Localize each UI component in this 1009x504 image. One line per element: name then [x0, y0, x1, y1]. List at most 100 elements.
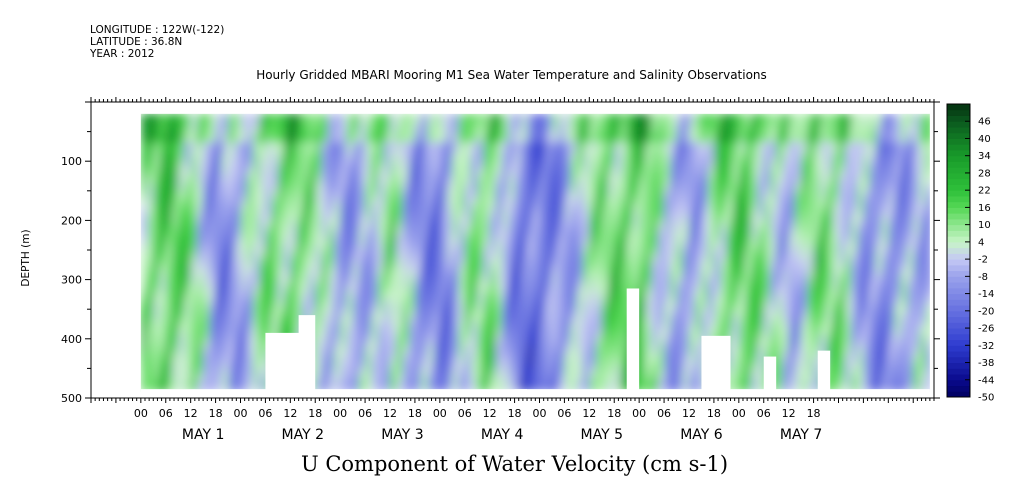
heatmap-cell — [620, 128, 628, 137]
heatmap-cell — [907, 348, 915, 357]
heatmap-cell — [377, 248, 385, 257]
heatmap-cell — [184, 206, 192, 215]
heatmap-cell — [857, 142, 865, 151]
heatmap-cell — [265, 206, 273, 215]
heatmap-cell — [632, 199, 641, 208]
heatmap-cell — [389, 248, 398, 257]
heatmap-cell — [757, 376, 765, 385]
heatmap-cell — [171, 135, 180, 144]
heatmap-cell — [707, 319, 715, 328]
heatmap-cell — [900, 305, 909, 314]
heatmap-cell — [888, 120, 896, 130]
heatmap-cell — [427, 170, 435, 179]
heatmap-cell — [215, 213, 223, 222]
heatmap-cell — [489, 220, 497, 229]
heatmap-cell — [365, 284, 373, 293]
heatmap-cell — [502, 206, 510, 215]
heatmap-cell — [539, 255, 547, 265]
heatmap-cell — [240, 319, 248, 328]
heatmap-cell — [483, 348, 491, 357]
heatmap-cell — [340, 270, 348, 279]
heatmap-cell — [688, 284, 697, 293]
heatmap-cell — [632, 227, 641, 236]
heatmap-cell — [284, 291, 292, 300]
heatmap-cell — [869, 305, 877, 314]
heatmap-cell — [551, 227, 560, 236]
heatmap-cell — [626, 277, 634, 286]
heatmap-cell — [676, 362, 684, 371]
heatmap-cell — [832, 298, 840, 307]
heatmap-cell — [763, 248, 771, 257]
heatmap-cell — [539, 291, 547, 300]
heatmap-cell — [321, 128, 329, 137]
heatmap-cell — [346, 326, 354, 336]
heatmap-cell — [190, 334, 198, 343]
heatmap-cell — [745, 362, 753, 371]
heatmap-cell — [794, 199, 803, 208]
heatmap-cell — [857, 319, 865, 328]
heatmap-cell — [558, 326, 566, 336]
heatmap-cell — [171, 170, 180, 179]
heatmap-cell — [807, 142, 815, 151]
heatmap-cell — [558, 128, 566, 137]
heatmap-cell — [514, 142, 522, 151]
heatmap-cell — [713, 135, 722, 144]
heatmap-cell — [614, 170, 622, 179]
heatmap-cell — [221, 213, 230, 222]
heatmap-cell — [452, 284, 460, 293]
heatmap-cell — [333, 113, 342, 122]
heatmap-cell — [664, 163, 672, 172]
heatmap-cell — [333, 319, 342, 328]
heatmap-cell — [676, 163, 684, 172]
heatmap-cell — [508, 326, 516, 336]
heatmap-cell — [240, 263, 248, 272]
heatmap-cell — [838, 220, 846, 229]
heatmap-cell — [857, 348, 865, 357]
heatmap-cell — [140, 284, 149, 293]
heatmap-cell — [844, 213, 852, 222]
heatmap-cell — [919, 348, 927, 357]
heatmap-cell — [427, 120, 435, 130]
heatmap-cell — [527, 255, 535, 265]
heatmap-cell — [321, 312, 329, 321]
heatmap-cell — [265, 241, 273, 250]
heatmap-cell — [346, 113, 354, 122]
heatmap-cell — [252, 206, 261, 215]
heatmap-cell — [794, 255, 803, 265]
heatmap-cell — [433, 341, 441, 350]
heatmap-cell — [178, 234, 186, 243]
heatmap-cell — [259, 255, 267, 265]
heatmap-cell — [769, 227, 778, 236]
heatmap-cell — [147, 348, 155, 357]
heatmap-cell — [427, 270, 435, 279]
heatmap-cell — [414, 227, 423, 236]
heatmap-cell — [888, 277, 896, 286]
heatmap-cell — [857, 355, 865, 364]
heatmap-cell — [639, 312, 647, 321]
heatmap-cell — [246, 341, 254, 350]
heatmap-cell — [159, 135, 167, 144]
heatmap-cell — [701, 128, 709, 137]
heatmap-cell — [726, 298, 734, 307]
heatmap-cell — [196, 255, 205, 265]
heatmap-cell — [601, 248, 610, 257]
heatmap-cell — [757, 255, 765, 265]
heatmap-cell — [533, 376, 541, 385]
heatmap-cell — [383, 191, 391, 201]
heatmap-cell — [458, 113, 466, 122]
heatmap-cell — [184, 113, 192, 122]
heatmap-cell — [651, 255, 659, 265]
heatmap-cell — [763, 177, 771, 186]
heatmap-cell — [838, 312, 846, 321]
heatmap-cell — [483, 326, 491, 336]
heatmap-cell — [769, 184, 778, 193]
heatmap-cell — [807, 149, 815, 158]
heatmap-cell — [246, 120, 254, 130]
heatmap-cell — [147, 213, 155, 222]
heatmap-cell — [358, 376, 367, 385]
heatmap-cell — [315, 326, 323, 336]
heatmap-cell — [576, 234, 585, 243]
heatmap-cell — [271, 177, 279, 186]
heatmap-cell — [396, 163, 404, 172]
heatmap-cell — [147, 227, 155, 236]
